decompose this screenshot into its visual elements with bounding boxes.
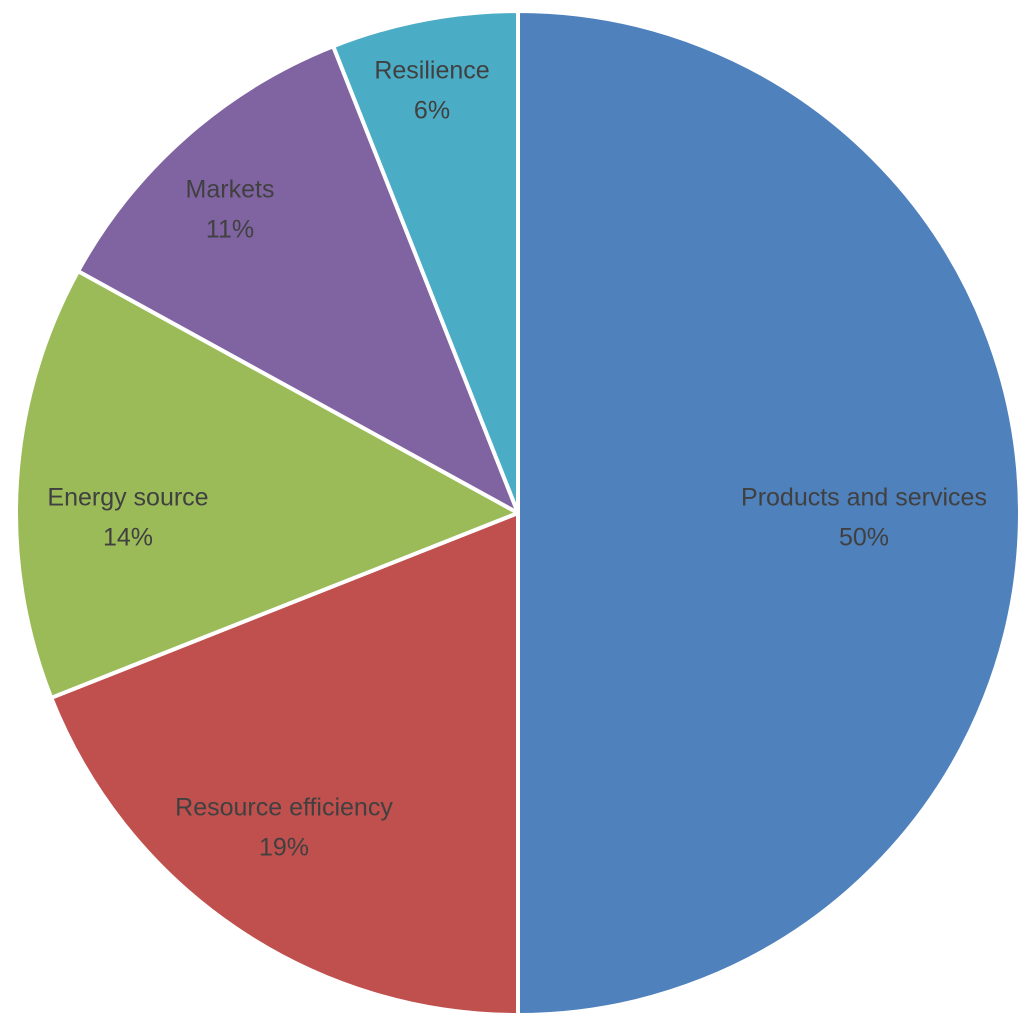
data-label-products-and-services: Products and services 50%: [741, 484, 987, 552]
data-label-markets: Markets 11%: [186, 176, 275, 244]
data-label-energy-source: Energy source 14%: [47, 484, 208, 552]
slice-label-percent: 6%: [414, 97, 450, 125]
slice-label-name: Resilience: [374, 57, 489, 85]
slice-label-percent: 50%: [839, 524, 889, 552]
slice-label-name: Energy source: [47, 484, 208, 512]
slice-products-and-services: [516, 9, 1021, 1017]
slice-label-name: Resource efficiency: [175, 794, 393, 822]
slice-resilience: [331, 9, 520, 515]
slice-label-name: Products and services: [741, 484, 987, 512]
slice-label-percent: 11%: [206, 216, 254, 244]
slice-label-percent: 19%: [259, 834, 309, 862]
slice-resource-efficiency: [49, 511, 520, 1017]
slice-energy-source: [14, 269, 520, 700]
slice-label-percent: 14%: [103, 524, 153, 552]
data-label-resilience: Resilience 6%: [374, 57, 489, 125]
pie-slices: [14, 9, 1021, 1017]
slice-markets: [76, 44, 520, 515]
data-label-resource-efficiency: Resource efficiency 19%: [175, 794, 393, 862]
slice-label-name: Markets: [186, 176, 275, 204]
pie-labels: Products and services 50% Resource efficie…: [47, 57, 987, 862]
